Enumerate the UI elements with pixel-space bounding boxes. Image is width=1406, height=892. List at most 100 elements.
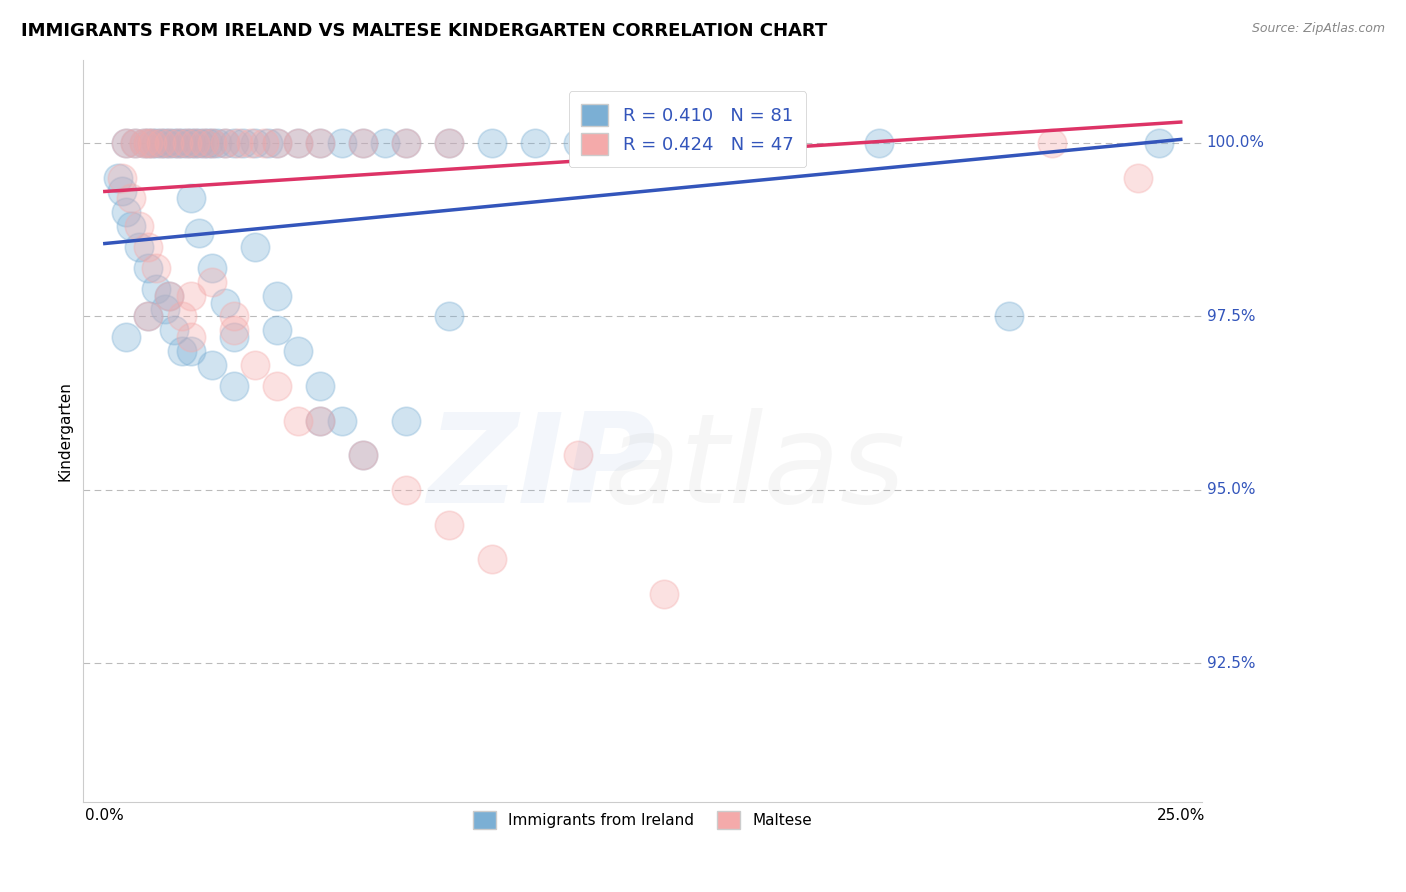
Point [869,136,891,150]
Point [115,205,138,219]
Point [124,136,146,150]
Point [145,282,167,296]
Point [163,136,186,150]
Point [201,358,224,372]
Point [240,136,263,150]
Point [201,136,224,150]
Point [567,136,589,150]
Point [352,136,374,150]
Point [115,136,138,150]
Point [163,323,186,337]
Point [222,323,245,337]
Point [120,219,142,234]
Point [481,136,503,150]
Point [188,226,211,240]
Point [111,170,134,185]
Point [167,136,190,150]
Point [481,552,503,566]
Point [184,136,207,150]
Point [132,136,155,150]
Point [124,136,146,150]
Point [231,136,253,150]
Point [128,219,150,234]
Point [309,379,332,393]
Point [172,344,194,359]
Point [330,413,353,427]
Point [136,136,159,150]
Text: atlas: atlas [603,408,905,529]
Point [157,288,180,302]
Point [172,136,194,150]
Point [1040,136,1063,150]
Point [136,240,159,254]
Point [257,136,280,150]
Point [437,310,460,324]
Point [266,288,288,302]
Point [997,310,1019,324]
Point [1126,170,1149,185]
Point [395,483,418,497]
Point [188,136,211,150]
Point [136,260,159,275]
Point [222,310,245,324]
Point [245,358,267,372]
Text: 97.5%: 97.5% [1206,309,1256,324]
Text: 92.5%: 92.5% [1206,656,1256,671]
Point [145,136,167,150]
Text: ZIP: ZIP [427,408,657,529]
Point [287,136,309,150]
Point [222,330,245,344]
Point [352,136,374,150]
Point [437,517,460,532]
Point [120,191,142,205]
Point [145,260,167,275]
Point [128,240,150,254]
Point [176,136,198,150]
Point [309,136,332,150]
Point [222,379,245,393]
Point [437,136,460,150]
Point [610,136,633,150]
Point [111,185,134,199]
Point [141,136,163,150]
Y-axis label: Kindergarten: Kindergarten [58,381,72,481]
Point [266,379,288,393]
Point [180,344,202,359]
Point [132,136,155,150]
Point [287,344,309,359]
Point [136,310,159,324]
Point [153,302,176,317]
Point [197,136,219,150]
Point [352,448,374,462]
Point [115,330,138,344]
Text: 95.0%: 95.0% [1206,483,1256,498]
Point [330,136,353,150]
Point [214,295,236,310]
Point [201,260,224,275]
Point [167,136,190,150]
Point [226,136,249,150]
Point [201,275,224,289]
Point [141,136,163,150]
Point [193,136,215,150]
Point [524,136,547,150]
Point [149,136,172,150]
Point [395,136,418,150]
Point [266,136,288,150]
Point [149,136,172,150]
Point [157,136,180,150]
Point [253,136,276,150]
Point [287,136,309,150]
Point [395,413,418,427]
Point [157,136,180,150]
Point [180,191,202,205]
Point [652,587,675,601]
Point [107,170,129,185]
Point [214,136,236,150]
Legend: Immigrants from Ireland, Maltese: Immigrants from Ireland, Maltese [467,805,818,836]
Point [172,310,194,324]
Point [180,330,202,344]
Point [176,136,198,150]
Text: 100.0%: 100.0% [1206,136,1264,151]
Point [184,136,207,150]
